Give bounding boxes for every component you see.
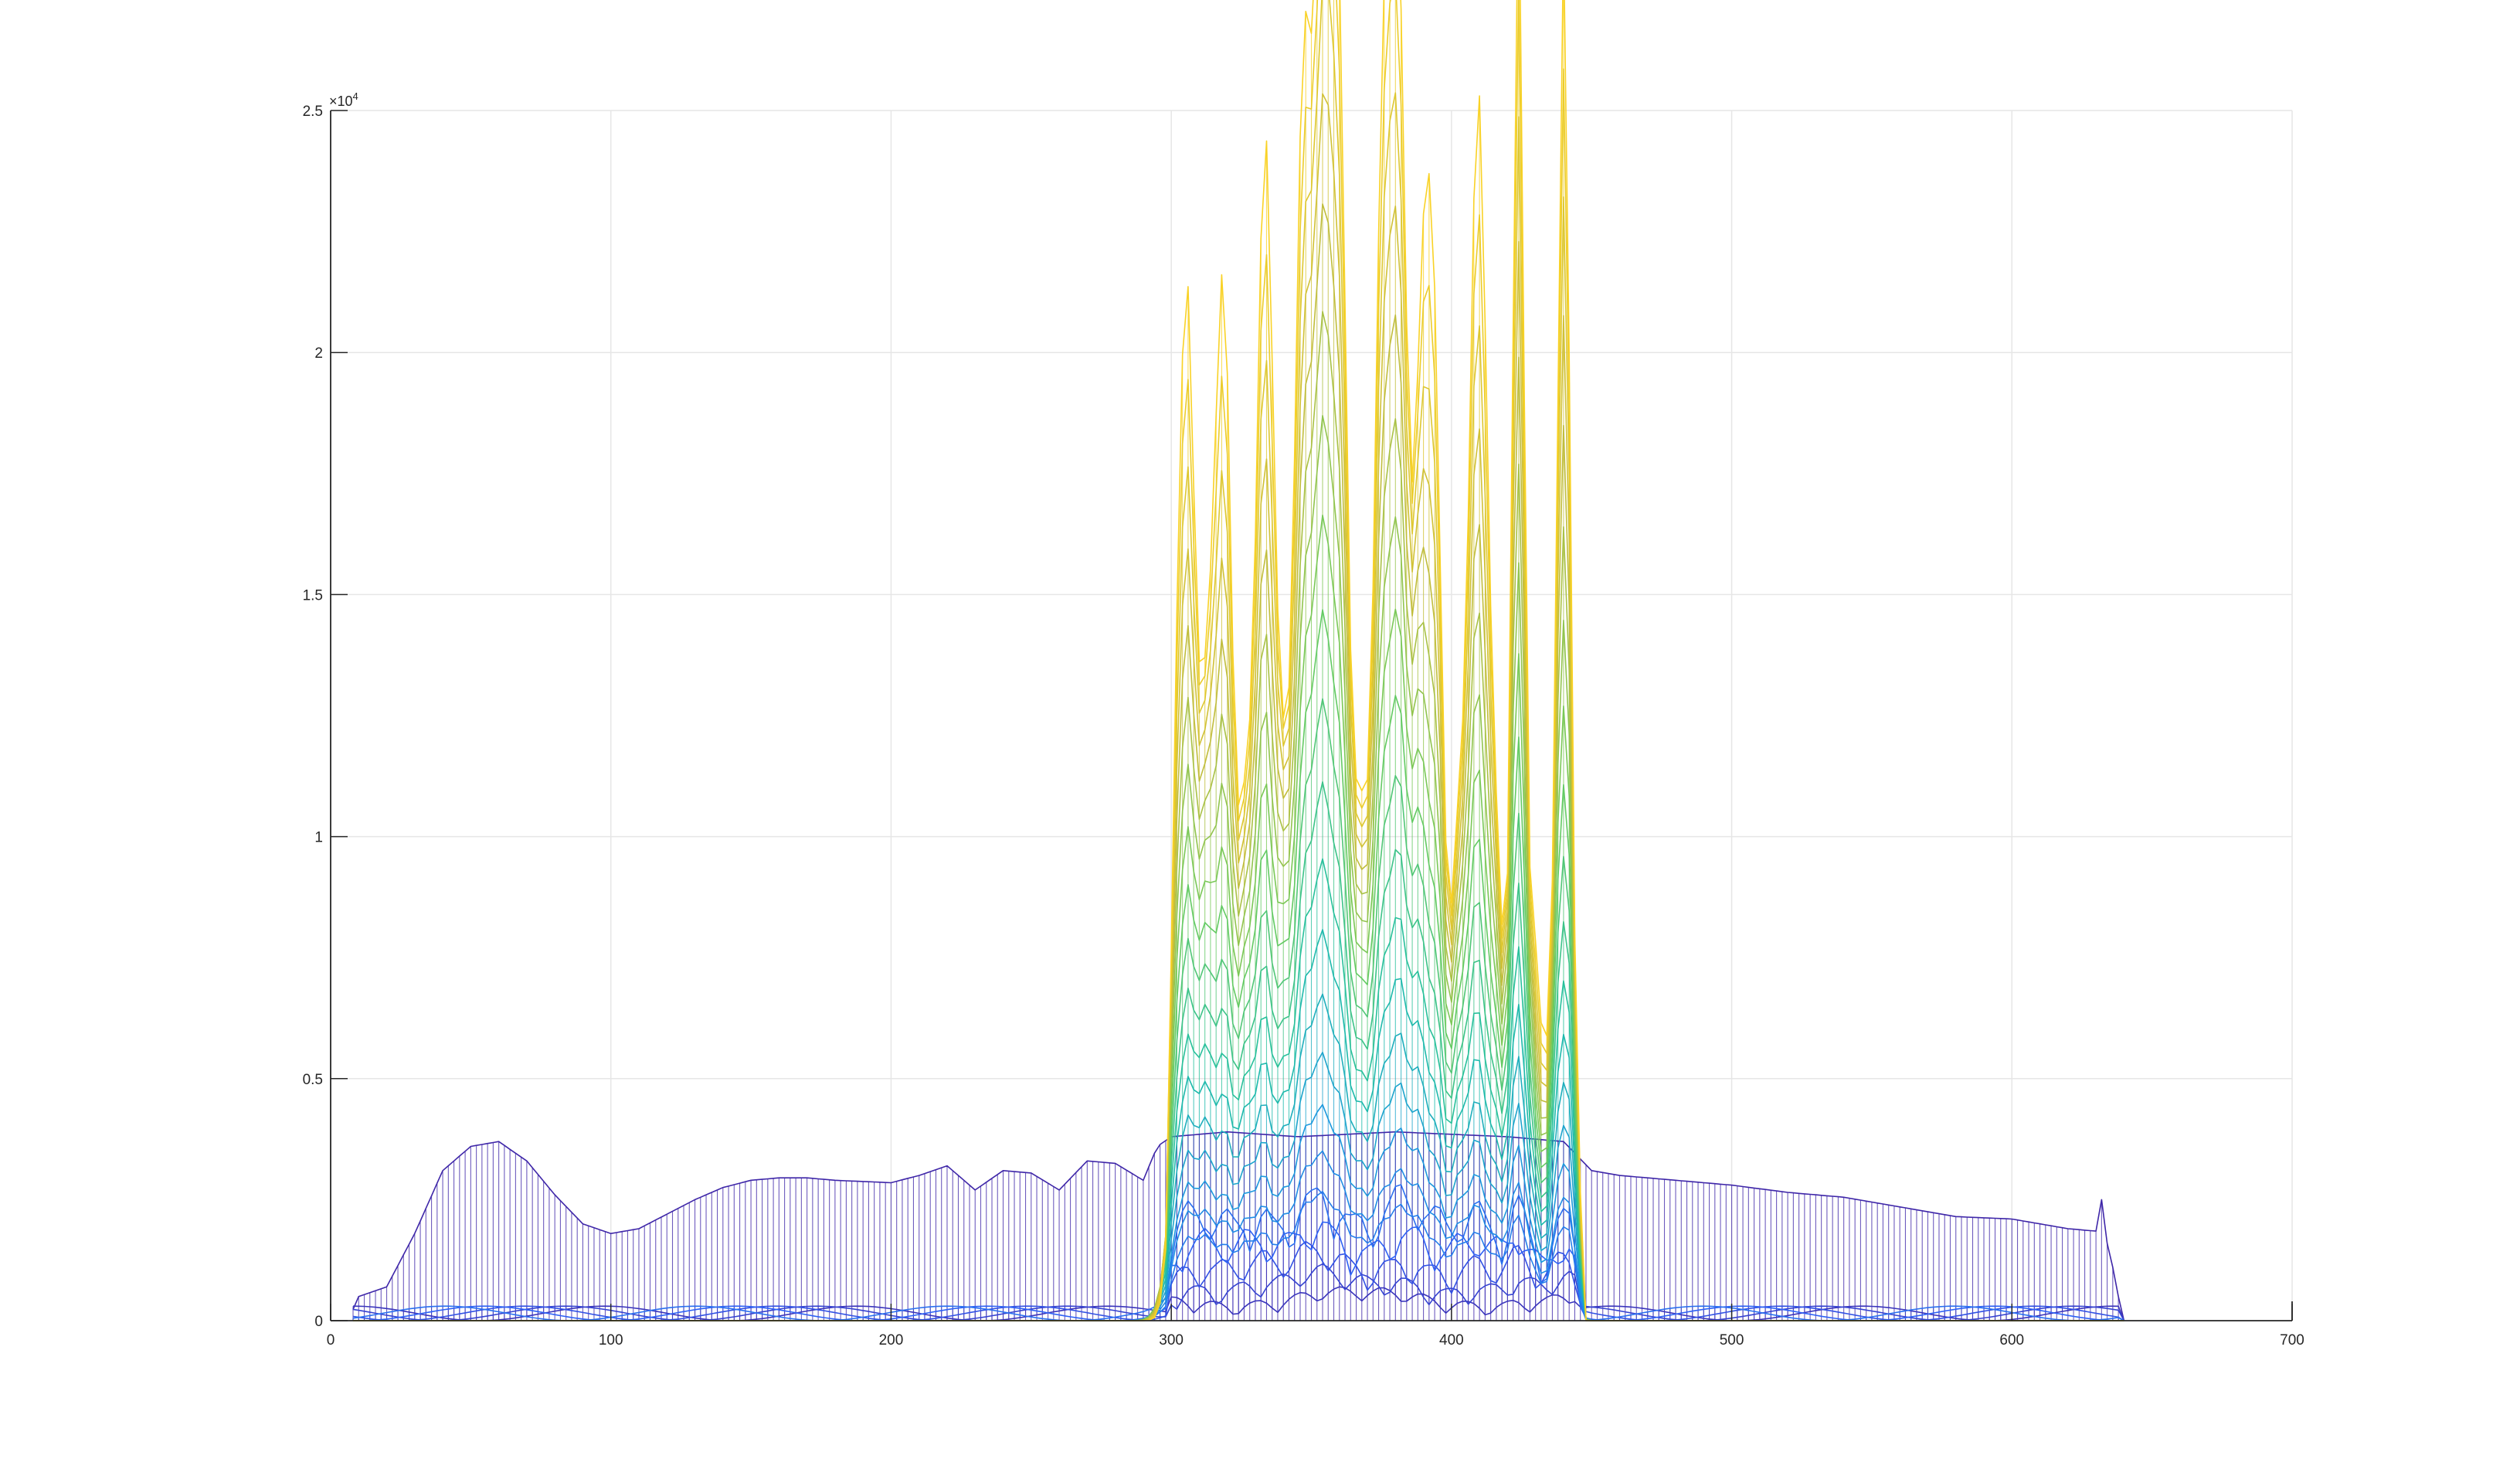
x-tick-label: 400: [1439, 1332, 1464, 1348]
x-tick-label: 100: [599, 1332, 623, 1348]
x-axis-ticks: 0 100 200 300 400 500 600 700: [327, 1304, 2304, 1348]
x-tick-label: 500: [1720, 1332, 1744, 1348]
x-tick-label: 600: [1999, 1332, 2024, 1348]
y-tick-label: 0.5: [303, 1072, 323, 1088]
x-tick-label: 200: [879, 1332, 904, 1348]
y-tick-label: 1: [314, 830, 323, 846]
y-tick-label: 2.5: [303, 104, 323, 120]
series-line: [352, 1221, 2124, 1321]
y-tick-label: 2: [314, 345, 323, 362]
y-axis-exponent: ×104: [329, 90, 358, 109]
series-line: [352, 1286, 2125, 1321]
x-tick-label: 700: [2280, 1332, 2304, 1348]
y-tick-label: 1.5: [303, 587, 323, 604]
series-line: [352, 1263, 2125, 1321]
y-axis-ticks: 0 0.5 1 1.5 2 2.5: [303, 104, 348, 1330]
series-line: [352, 1131, 2125, 1321]
x-tick-label: 300: [1159, 1332, 1184, 1348]
x-tick-label: 0: [327, 1332, 335, 1348]
y-axis-exponent-power: 4: [353, 90, 358, 102]
y-tick-label: 0: [314, 1314, 323, 1330]
y-axis-exponent-base: ×10: [329, 94, 353, 109]
